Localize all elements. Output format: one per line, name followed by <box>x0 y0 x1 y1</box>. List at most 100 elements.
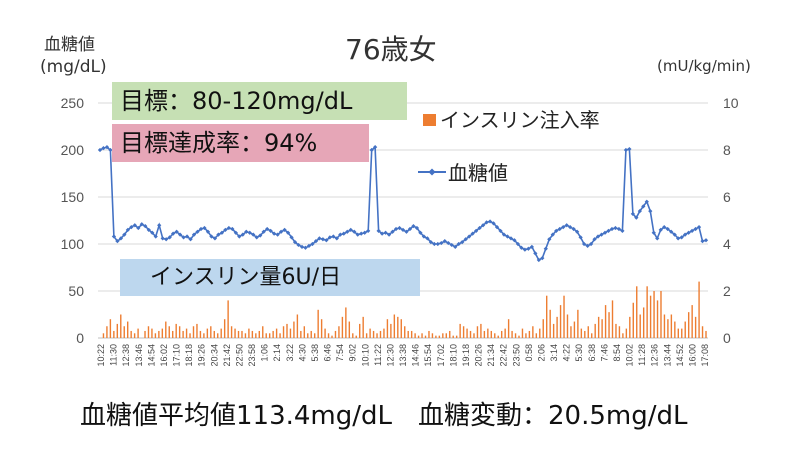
glucose-point <box>219 230 225 235</box>
insulin-rate-bar <box>445 333 447 338</box>
glucose-point <box>669 229 674 234</box>
x-tick-label: 12:38 <box>121 344 131 367</box>
x-tick-label: 17:02 <box>436 344 446 367</box>
insulin-rate-bar <box>199 330 202 338</box>
glucose-point <box>449 242 454 248</box>
insulin-rate-bar <box>573 321 576 338</box>
insulin-rate-bar <box>514 333 517 338</box>
x-tick-label: 16:00 <box>687 344 697 367</box>
x-tick-label: 12:36 <box>650 344 660 367</box>
glucose-point <box>446 240 451 246</box>
insulin-rate-bar <box>435 335 437 338</box>
glucose-point <box>366 228 371 233</box>
glucose-point <box>202 225 207 231</box>
insulin-rate-bar <box>161 328 164 338</box>
glucose-point <box>132 223 137 228</box>
insulin-rate-bar <box>632 302 634 338</box>
insulin-rate-bar <box>604 305 607 338</box>
left-tick-label: 200 <box>61 142 85 158</box>
insulin-rate-bar <box>410 330 413 338</box>
glucose-point <box>491 221 496 226</box>
insulin-rate-bar <box>386 319 389 338</box>
glucose-point <box>550 232 555 237</box>
right-tick-label: 4 <box>723 236 731 252</box>
glucose-point <box>146 227 151 233</box>
x-tick-label: 20:26 <box>474 344 484 367</box>
glucose-point <box>620 228 625 233</box>
glucose-point <box>359 231 364 236</box>
glucose-point <box>244 229 249 234</box>
glucose-point <box>97 147 103 153</box>
glucose-point <box>467 234 472 239</box>
insulin-rate-bar <box>348 321 351 338</box>
glucose-point <box>150 230 155 235</box>
insulin-rate-bar <box>393 314 396 338</box>
insulin-rate-bar <box>341 316 344 338</box>
glucose-point <box>651 230 656 235</box>
glucose-point <box>568 224 573 230</box>
glucose-point <box>143 224 148 229</box>
achievement-rate-box: 目標達成率：94% <box>112 124 369 162</box>
x-tick-label: 17:10 <box>172 344 182 367</box>
x-tick-label: 21:34 <box>486 344 496 367</box>
insulin-rate-bar <box>587 326 589 338</box>
insulin-rate-bar <box>310 330 312 338</box>
insulin-rate-bar <box>490 330 493 338</box>
insulin-rate-bar <box>625 328 628 338</box>
glucose-point <box>665 226 670 232</box>
x-tick-label: 23:50 <box>511 344 521 367</box>
glucose-point <box>115 239 120 244</box>
insulin-rate-bar <box>566 314 569 338</box>
insulin-rate-bar <box>504 328 506 338</box>
glucose-point <box>689 228 695 233</box>
insulin-rate-bar <box>528 330 531 338</box>
insulin-rate-bar <box>584 330 586 338</box>
insulin-rate-bar <box>674 321 676 338</box>
insulin-rate-bar <box>442 333 444 338</box>
x-tick-label: 14:54 <box>146 344 156 367</box>
x-tick-label: 20:34 <box>209 344 219 367</box>
insulin-rate-bar <box>608 312 610 338</box>
glucose-point <box>341 231 346 236</box>
x-tick-label: 11:28 <box>637 344 647 366</box>
insulin-rate-bar <box>317 309 319 338</box>
right-tick-label: 2 <box>723 283 731 299</box>
glucose-point <box>641 204 646 209</box>
glucose-point <box>261 229 266 234</box>
insulin-rate-bar <box>130 330 132 338</box>
glucose-point <box>634 215 639 220</box>
x-tick-label: 23:58 <box>247 344 257 367</box>
insulin-rate-bar <box>500 330 503 338</box>
insulin-rate-bar <box>127 321 129 338</box>
insulin-rate-bar <box>338 326 340 338</box>
insulin-rate-bar <box>473 333 475 338</box>
glucose-point <box>623 147 629 153</box>
glucose-point <box>592 237 597 242</box>
left-tick-label: 0 <box>76 330 84 346</box>
insulin-rate-bar <box>694 316 697 338</box>
glucose-point <box>108 147 113 153</box>
insulin-rate-bar <box>230 326 233 338</box>
x-tick-label: 21:42 <box>222 344 232 367</box>
glucose-point <box>501 232 507 237</box>
glucose-point <box>338 232 343 237</box>
insulin-rate-bar <box>663 314 666 338</box>
glucose-point <box>456 241 461 247</box>
insulin-rate-bar <box>286 323 288 338</box>
summary-footer: 血糖値平均値113.4mg/dL 血糖変動：20.5mg/dL <box>80 401 688 431</box>
glucose-point <box>432 241 437 247</box>
insulin-rate-bar <box>352 333 354 338</box>
glucose-point <box>223 227 228 233</box>
glucose-point <box>265 226 270 232</box>
x-tick-label: 6:38 <box>587 344 597 362</box>
insulin-rate-bar <box>113 330 115 338</box>
x-tick-label: 18:10 <box>448 344 458 367</box>
insulin-rate-bar <box>462 326 465 338</box>
target-range-box: 目標：80-120mg/dL <box>112 82 407 120</box>
glucose-point <box>285 230 291 235</box>
glucose-point <box>414 225 420 231</box>
insulin-rate-bar <box>185 328 188 338</box>
legend-insulin-label: インスリン注入率 <box>440 108 600 132</box>
right-axis-label: (mU/kg/min) <box>657 57 751 75</box>
